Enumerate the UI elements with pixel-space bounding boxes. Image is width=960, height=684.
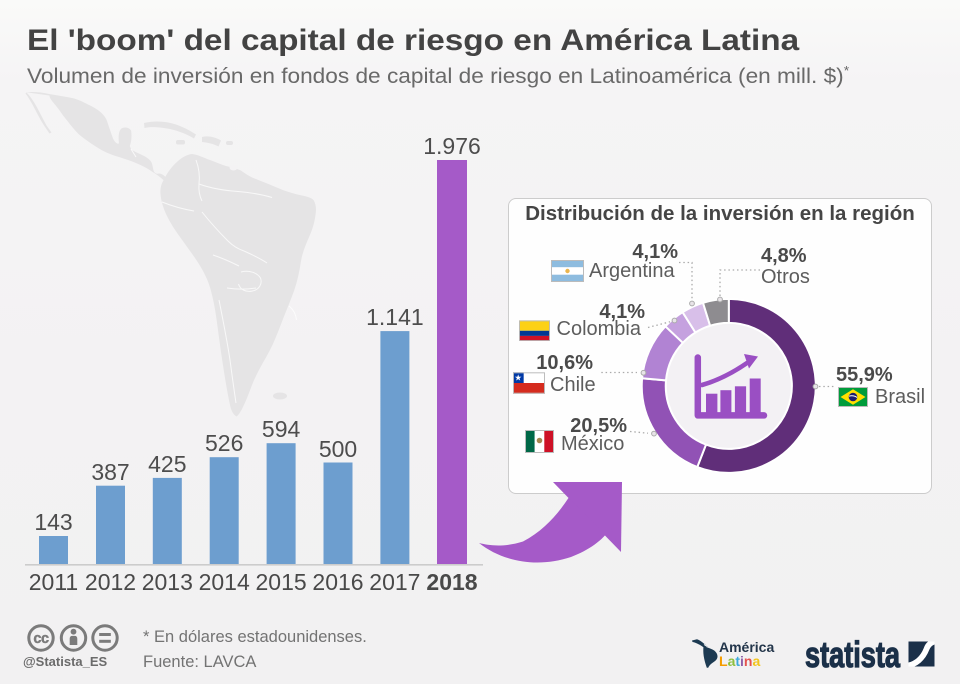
svg-text:statista: statista (805, 634, 901, 675)
svg-text:★: ★ (514, 373, 522, 383)
svg-text:cc: cc (33, 631, 49, 647)
